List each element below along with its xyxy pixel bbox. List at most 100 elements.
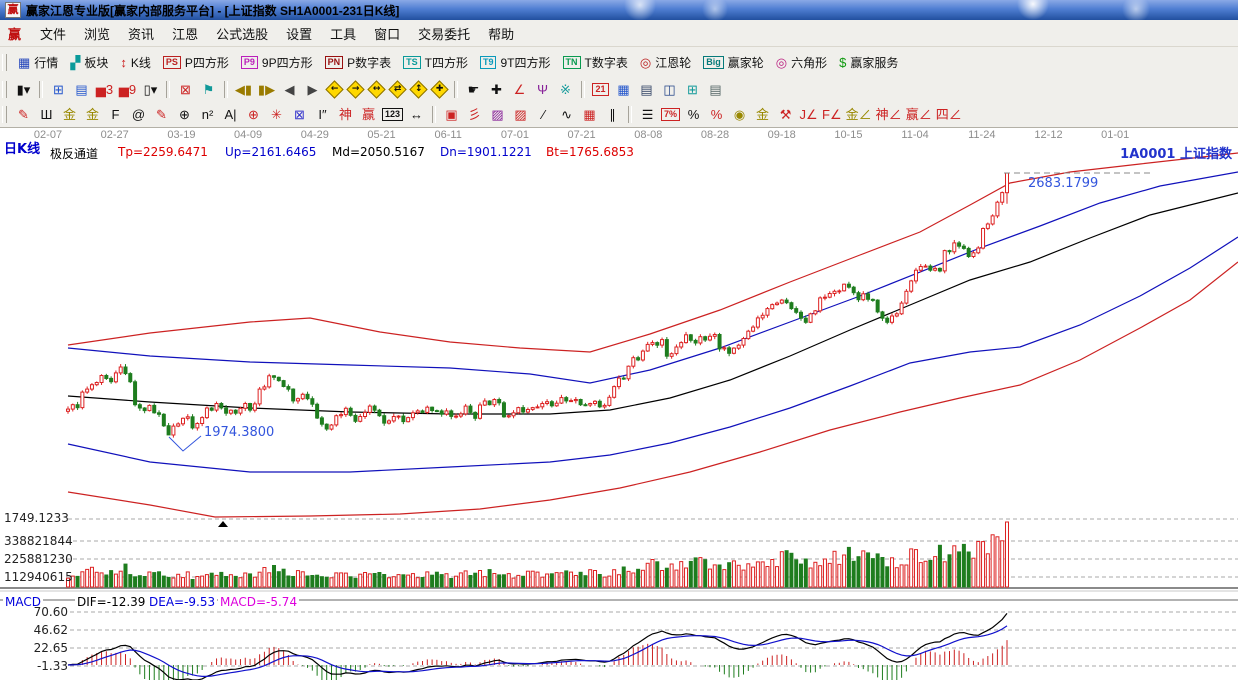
candle-type-dropdown[interactable]: ▯▾ [139,80,162,99]
date-axis: 02-07 02-27 03-19 04-09 04-29 05-21 06-11 07-01… [0,128,1238,144]
bar-mark-tool[interactable]: I″ [311,105,334,124]
toolbar-button-t-number[interactable]: TN T数字表 [557,53,634,72]
x-box-tool[interactable]: ▨ [509,105,532,124]
gold-grid2-tool[interactable]: 金 [81,105,104,124]
ruler-tool[interactable]: 123 [380,105,405,124]
toolbar-grip[interactable] [2,81,7,98]
toolbar-button-p-number[interactable]: PN P数字表 [319,53,398,72]
gann-wheel-icon: ◎ [639,54,652,70]
four-angle-tool[interactable]: 四∠ [934,105,964,124]
gold-grid-tool[interactable]: 金 [58,105,81,124]
steps-tool[interactable]: ☰ [636,105,659,124]
toolbar-button-sector-blocks[interactable]: ▞ 板块 [64,53,114,72]
fan-box-tool[interactable]: ▨ [486,105,509,124]
menu-item-2[interactable]: 资讯 [128,26,155,42]
expand-h-button[interactable]: ↔ [367,80,386,99]
spider-web-tool[interactable]: ✳ [265,105,288,124]
last-bar-button[interactable]: ▮▶ [255,80,278,99]
brush-tool[interactable]: ✎ [150,105,173,124]
shen-angle-tool[interactable]: 神∠ [874,105,904,124]
brush-knife-tool[interactable]: ⚒ [774,105,797,124]
f-angle-tool[interactable]: F∠ [820,105,844,124]
menu-item-3[interactable]: 江恩 [172,26,199,42]
bar-mark-tool-icon: I″ [318,107,327,122]
title-bar[interactable]: 赢 赢家江恩专业版[赢家内部服务平台] - [上证指数 SH1A0001-231… [0,0,1238,20]
grid-red-tool[interactable]: ▦ [578,105,601,124]
menu-item-8[interactable]: 交易委托 [418,26,471,42]
menu-item-6[interactable]: 工具 [330,26,357,42]
web-square-tool[interactable]: ⊠ [288,105,311,124]
calendar-button[interactable]: 21 [589,80,612,99]
n-square-tool[interactable]: n² [196,105,219,124]
kline-style-dropdown[interactable]: ▮▾ [12,80,35,99]
color-flag-icon[interactable]: ⚑ [197,80,220,99]
fractal-tool-button[interactable]: ※ [554,80,577,99]
a-line-tool[interactable]: A| [219,105,242,124]
jump-left-button[interactable]: ← [325,80,344,99]
toolbar-button-gann-wheel[interactable]: ◎ 江恩轮 [634,53,697,72]
shen-grid-tool[interactable]: 神 [334,105,357,124]
toolbar-button-service-dollar[interactable]: $ 赢家服务 [833,53,904,72]
j-angle-tool[interactable]: J∠ [797,105,820,124]
gann-shape-button[interactable]: Ψ [531,80,554,99]
wave-tool[interactable]: ∿ [555,105,578,124]
menu-item-0[interactable]: 文件 [40,26,67,42]
menu-item-4[interactable]: 公式选股 [216,26,269,42]
kline-plot[interactable] [0,142,1238,680]
window-layout-button[interactable]: ⊞ [681,80,704,99]
pan-hand-button[interactable]: ☛ [462,80,485,99]
first-bar-button[interactable]: ◀▮ [232,80,255,99]
ying-angle-tool[interactable]: 赢∠ [904,105,934,124]
select-box-tool[interactable]: ▣ [440,105,463,124]
compass-tool[interactable]: ⊕ [242,105,265,124]
expand-all-button[interactable]: ✚ [430,80,449,99]
parallel-lines-tool[interactable]: ∥ [601,105,624,124]
toolbar-button-hexagon[interactable]: ◎ 六角形 [770,53,833,72]
bars-9-icon[interactable]: ▅9 [116,80,139,99]
print-button[interactable]: ▤ [704,80,727,99]
trend-line-tool[interactable]: ∕ [532,105,555,124]
toolbar-grip[interactable] [2,106,7,123]
comb-tool[interactable]: Ш [35,105,58,124]
fan-lines-tool[interactable]: 彡 [463,105,486,124]
toolbar-button-p-square[interactable]: PS P四方形 [157,53,235,72]
save-button[interactable]: ◫ [658,80,681,99]
prev-bar-button[interactable]: ◀ [278,80,301,99]
crosshair-button[interactable]: ✚ [485,80,508,99]
toolbar-button-kline[interactable]: ↕ K线 [114,53,157,72]
circle-cross-tool[interactable]: ⊕ [173,105,196,124]
percent-line-tool[interactable]: % [705,105,728,124]
toolbar-button-t-square[interactable]: TS T四方形 [397,53,474,72]
toolbar-button-p9-square[interactable]: P9 9P四方形 [235,53,319,72]
menu-item-9[interactable]: 帮助 [488,26,515,42]
bars-3-icon[interactable]: ▅3 [93,80,116,99]
swap-range-button[interactable]: ⇄ [388,80,407,99]
pen-tool[interactable]: ✎ [12,105,35,124]
toolbar-separator [224,81,228,98]
percent-tool[interactable]: % [682,105,705,124]
toolbar-grip[interactable] [2,53,7,71]
chart-window-icon[interactable]: ⊞ [47,80,70,99]
gold-circle-tool[interactable]: ◉ [728,105,751,124]
f-grid-tool[interactable]: F [104,105,127,124]
notes-button[interactable]: ▤ [635,80,658,99]
red-lattice-icon[interactable]: ⊠ [174,80,197,99]
percent7-tool[interactable]: 7% [659,105,682,124]
menu-item-5[interactable]: 设置 [286,26,313,42]
gold-angle-tool[interactable]: 金∠ [844,105,874,124]
gold-line-tool[interactable]: 金 [751,105,774,124]
quote-report-icon[interactable]: ▤ [70,80,93,99]
expand-v-button[interactable]: ↕ [409,80,428,99]
menu-item-7[interactable]: 窗口 [374,26,401,42]
menu-item-1[interactable]: 浏览 [84,26,111,42]
toolbar-button-winner-wheel[interactable]: Big 赢家轮 [697,53,770,72]
toolbar-button-quote-table[interactable]: ▦ 行情 [12,53,64,72]
width-measure-tool[interactable]: ↔ [405,105,428,124]
calculator-button[interactable]: ▦ [612,80,635,99]
jump-right-button[interactable]: → [346,80,365,99]
spiral-tool[interactable]: @ [127,105,150,124]
toolbar-button-t9-square[interactable]: T9 9T四方形 [474,53,557,72]
ying-grid-tool[interactable]: 赢 [357,105,380,124]
angle-measure-button[interactable]: ∠ [508,80,531,99]
next-bar-button[interactable]: ▶ [301,80,324,99]
